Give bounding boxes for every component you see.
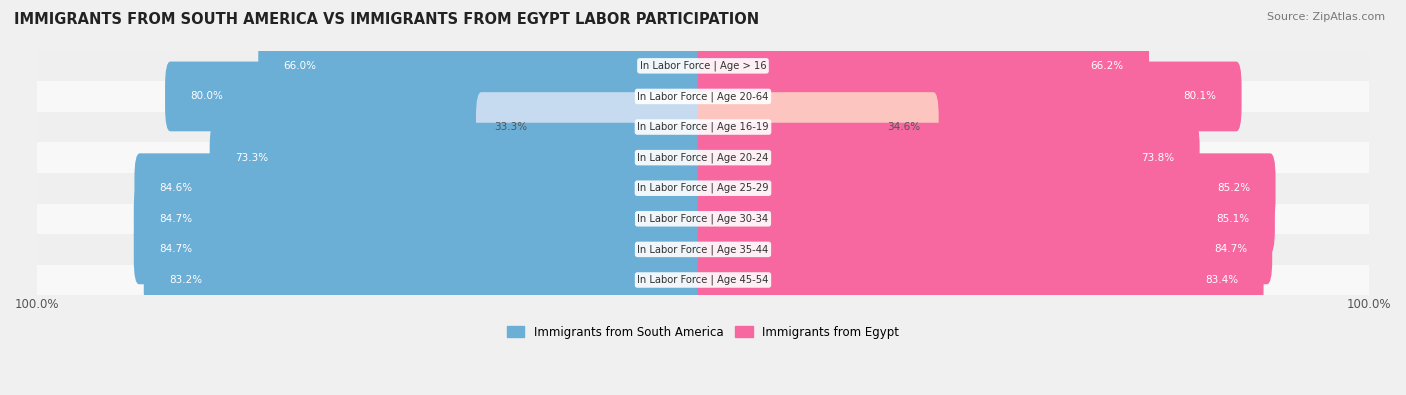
Bar	[37, 142, 1369, 173]
Text: 80.1%: 80.1%	[1184, 91, 1216, 102]
Bar	[37, 112, 1369, 142]
Text: In Labor Force | Age 20-64: In Labor Force | Age 20-64	[637, 91, 769, 102]
Text: In Labor Force | Age 25-29: In Labor Force | Age 25-29	[637, 183, 769, 194]
Text: In Labor Force | Age 30-34: In Labor Force | Age 30-34	[637, 214, 769, 224]
Text: In Labor Force | Age 45-54: In Labor Force | Age 45-54	[637, 275, 769, 285]
Bar	[37, 51, 1369, 81]
Bar	[37, 234, 1369, 265]
Text: IMMIGRANTS FROM SOUTH AMERICA VS IMMIGRANTS FROM EGYPT LABOR PARTICIPATION: IMMIGRANTS FROM SOUTH AMERICA VS IMMIGRA…	[14, 12, 759, 27]
FancyBboxPatch shape	[135, 153, 709, 223]
Text: In Labor Force | Age 20-24: In Labor Force | Age 20-24	[637, 152, 769, 163]
Text: 66.2%: 66.2%	[1091, 61, 1123, 71]
Bar	[37, 203, 1369, 234]
Text: 83.4%: 83.4%	[1205, 275, 1239, 285]
Text: 85.2%: 85.2%	[1218, 183, 1250, 193]
Text: 33.3%: 33.3%	[495, 122, 527, 132]
FancyBboxPatch shape	[477, 92, 709, 162]
Text: 66.0%: 66.0%	[284, 61, 316, 71]
FancyBboxPatch shape	[697, 245, 1264, 315]
Legend: Immigrants from South America, Immigrants from Egypt: Immigrants from South America, Immigrant…	[502, 321, 904, 343]
FancyBboxPatch shape	[697, 214, 1272, 284]
FancyBboxPatch shape	[697, 184, 1275, 254]
FancyBboxPatch shape	[209, 123, 709, 192]
Text: 84.7%: 84.7%	[159, 214, 193, 224]
Text: In Labor Force | Age 16-19: In Labor Force | Age 16-19	[637, 122, 769, 132]
Text: 73.8%: 73.8%	[1142, 152, 1174, 163]
Text: 83.2%: 83.2%	[169, 275, 202, 285]
FancyBboxPatch shape	[259, 31, 709, 101]
Text: Source: ZipAtlas.com: Source: ZipAtlas.com	[1267, 12, 1385, 22]
Text: In Labor Force | Age > 16: In Labor Force | Age > 16	[640, 60, 766, 71]
FancyBboxPatch shape	[697, 123, 1199, 192]
FancyBboxPatch shape	[697, 31, 1149, 101]
Text: 80.0%: 80.0%	[190, 91, 224, 102]
Text: 34.6%: 34.6%	[887, 122, 920, 132]
Text: 84.6%: 84.6%	[160, 183, 193, 193]
Bar	[37, 173, 1369, 203]
Text: 84.7%: 84.7%	[1213, 245, 1247, 254]
Text: 84.7%: 84.7%	[159, 245, 193, 254]
FancyBboxPatch shape	[165, 62, 709, 131]
Bar	[37, 81, 1369, 112]
FancyBboxPatch shape	[697, 62, 1241, 131]
FancyBboxPatch shape	[143, 245, 709, 315]
FancyBboxPatch shape	[697, 153, 1275, 223]
Bar	[37, 265, 1369, 295]
FancyBboxPatch shape	[697, 92, 939, 162]
Text: In Labor Force | Age 35-44: In Labor Force | Age 35-44	[637, 244, 769, 255]
FancyBboxPatch shape	[134, 214, 709, 284]
FancyBboxPatch shape	[134, 184, 709, 254]
Text: 73.3%: 73.3%	[235, 152, 269, 163]
Text: 85.1%: 85.1%	[1216, 214, 1250, 224]
